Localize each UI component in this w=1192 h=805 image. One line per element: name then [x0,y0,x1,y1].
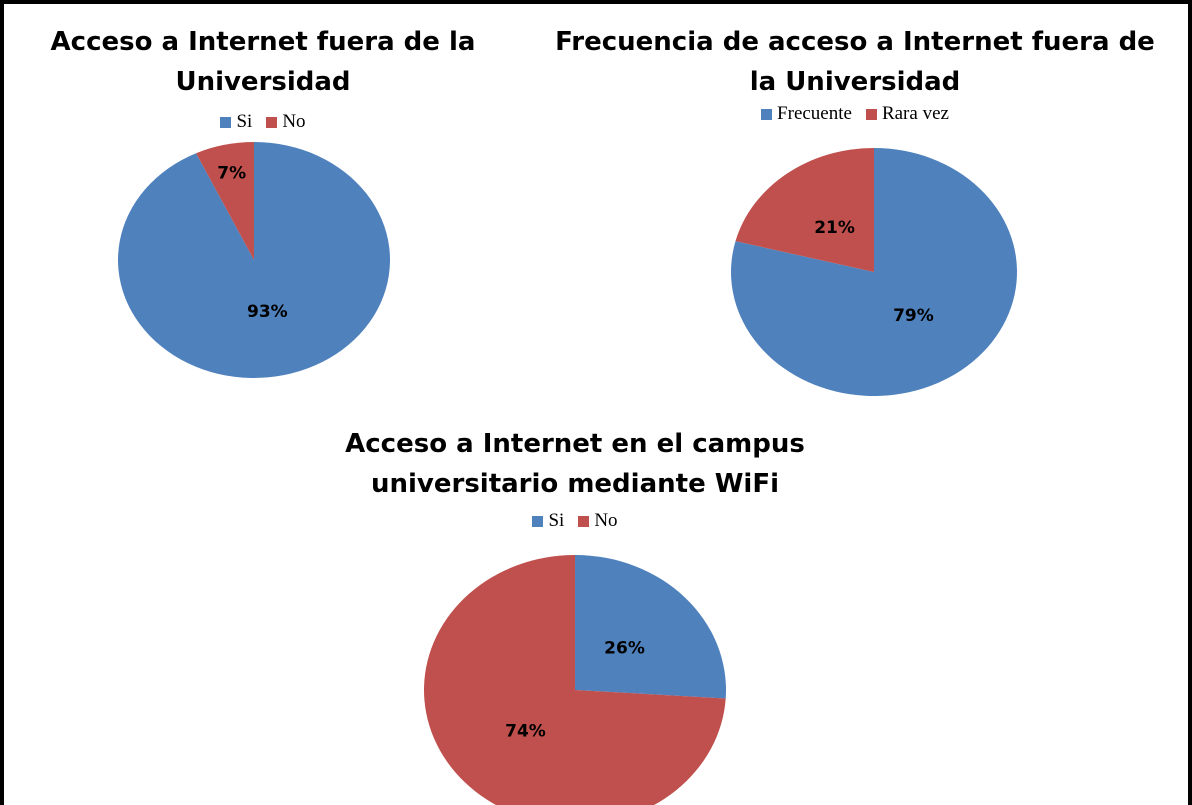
chart-title: Acceso a Internet en el campus universit… [345,429,805,499]
legend-label: Si [548,510,565,531]
legend-item: Si [532,510,564,532]
legend: Frecuente Rara vez [555,103,1155,125]
legend-item: Rara vez [865,103,949,125]
legend: Si No [275,510,875,532]
legend-item: No [266,111,306,133]
pie-canvas: 93% 7% 79% 21% 26% 74% [117,142,1017,805]
legend-label: Si [236,111,253,132]
data-label: 7% [217,164,246,184]
data-label: 21% [814,218,855,238]
pie-slice [196,142,254,260]
pie-slice [575,555,726,699]
data-label: 74% [505,722,546,742]
legend-swatch [266,116,278,128]
chart-title: Acceso a Internet fuera de la Universida… [50,27,476,97]
data-label: 79% [893,306,934,326]
legend-item: No [578,510,618,532]
legend-item: Frecuente [761,103,852,125]
legend-label: No [282,111,306,132]
data-label: 26% [604,638,645,658]
legend-swatch [220,116,232,128]
pie-slice [424,555,726,805]
legend-label: No [594,510,618,531]
legend-swatch [578,515,590,527]
legend-item: Si [220,111,252,133]
chart-title: Frecuencia de acceso a Internet fuera de… [555,27,1155,97]
legend-swatch [761,108,773,120]
legend-swatch [865,108,877,120]
legend-swatch [532,515,544,527]
legend-label: Rara vez [881,103,949,124]
legend-label: Frecuente [777,103,852,124]
data-label: 93% [247,302,288,322]
legend: Si No [4,111,563,133]
pie-slice [735,148,874,272]
